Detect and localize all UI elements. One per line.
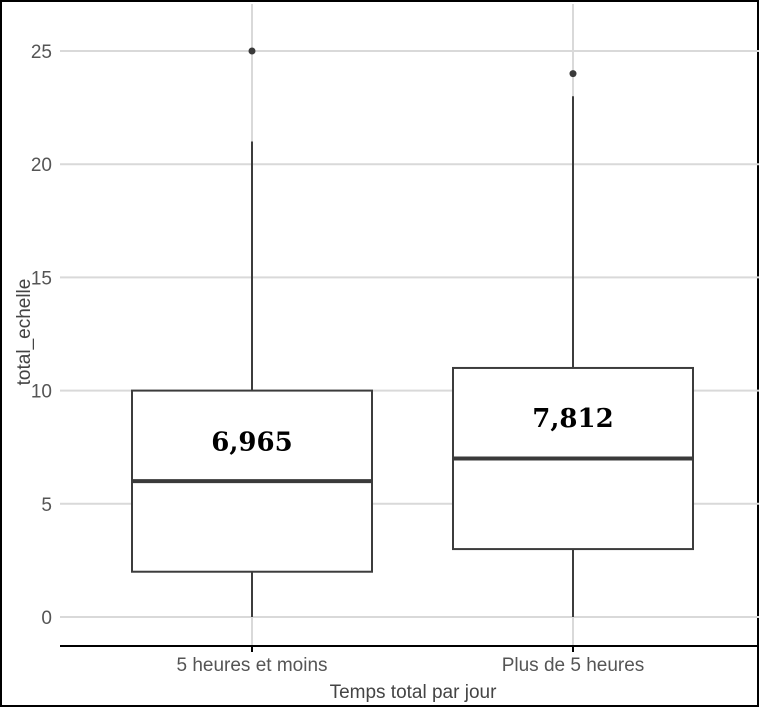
y-tick-label: 5 bbox=[41, 495, 52, 516]
y-tick-label: 25 bbox=[31, 42, 52, 63]
x-axis-title: Temps total par jour bbox=[330, 682, 498, 703]
y-tick-label: 0 bbox=[41, 608, 52, 629]
mean-value-label: 7,812 bbox=[532, 404, 613, 434]
x-tick-label: 5 heures et moins bbox=[176, 655, 327, 676]
y-tick-label: 20 bbox=[31, 155, 52, 176]
outlier-point bbox=[248, 47, 256, 55]
mean-value-label: 6,965 bbox=[211, 428, 292, 458]
y-axis-title: total_echelle bbox=[14, 279, 35, 386]
x-tick-label: Plus de 5 heures bbox=[502, 655, 645, 676]
outlier-point bbox=[569, 70, 577, 78]
axis-layer: 5 heures et moins Plus de 5 heures bbox=[60, 645, 759, 676]
box-layer: 6,965 7,812 bbox=[131, 47, 694, 617]
y-tick-label: 15 bbox=[31, 268, 52, 289]
y-tick-label: 10 bbox=[31, 382, 52, 403]
